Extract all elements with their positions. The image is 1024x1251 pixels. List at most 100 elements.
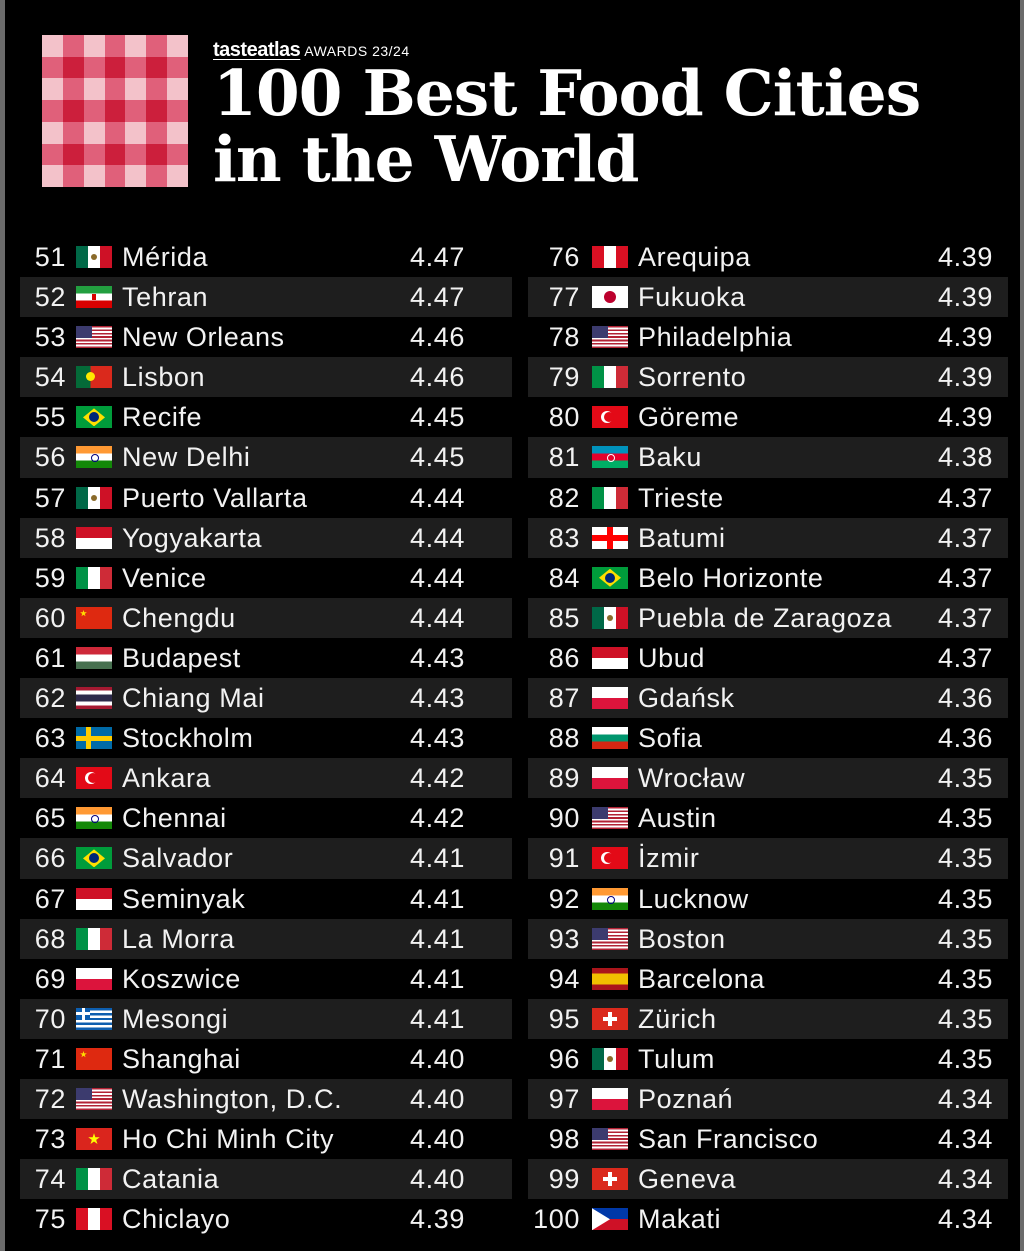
brand-name: tasteatlas [213,39,301,61]
logo-check [125,143,147,166]
rating-score: 4.43 [410,723,465,754]
brand-line: tasteatlas AWARDS 23/24 [213,36,410,65]
flag-part [607,1055,613,1062]
flag-part [592,1087,628,1110]
rating-score: 4.37 [938,522,993,553]
rank-number: 59 [34,562,66,593]
rank-number: 69 [34,963,66,994]
mx-flag-icon [592,606,628,629]
list-item: 82 Trieste 4.37 [528,478,1008,518]
title-line-1: 100 Best Food Cities [213,56,921,130]
flag-part [76,326,92,339]
city-name: Philadelphia [638,322,793,353]
logo-check [62,143,84,166]
rating-score: 4.44 [410,522,465,553]
rank-number: 79 [548,362,580,393]
rank-number: 93 [548,923,580,954]
logo-check [83,165,105,187]
mx-flag-icon [592,1047,628,1070]
rating-score: 4.34 [938,1083,993,1114]
city-name: Catania [122,1164,220,1195]
rank-number: 94 [548,963,580,994]
rank-number: 73 [34,1124,66,1155]
logo-check [83,56,105,79]
logo-check [104,35,126,57]
list-item: 59 Venice 4.44 [20,558,512,598]
jp-flag-icon [592,286,628,309]
city-name: Salvador [122,843,234,874]
list-item: 73 Ho Chi Minh City 4.40 [20,1119,512,1159]
in-flag-icon [76,807,112,830]
ranking-column-left: 51 Mérida 4.47 52 Tehran 4.47 53 New Orleans 4.4… [20,237,512,1239]
city-name: Makati [638,1204,722,1235]
logo-check [42,121,63,144]
flag-part [91,454,99,463]
flag-part [76,735,112,741]
rank-number: 85 [548,602,580,633]
tr-flag-icon [592,406,628,429]
rating-score: 4.42 [410,763,465,794]
logo-check [42,143,63,166]
rank-number: 87 [548,683,580,714]
city-name: Batumi [638,522,726,553]
flag-part [76,1047,112,1070]
rank-number: 74 [34,1164,66,1195]
logo-check [167,100,188,122]
city-name: Shanghai [122,1043,241,1074]
rating-score: 4.36 [938,683,993,714]
it-flag-icon [76,566,112,589]
rating-score: 4.44 [410,602,465,633]
list-item: 81 Baku 4.38 [528,437,1008,478]
flag-part [592,486,628,509]
rating-score: 4.37 [938,602,993,633]
rank-number: 78 [548,322,580,353]
logo-check [146,78,168,101]
flag-part [592,1128,608,1141]
rating-score: 4.39 [938,322,993,353]
rating-score: 4.37 [938,482,993,513]
logo-check [104,56,126,79]
rating-score: 4.35 [938,1003,993,1034]
city-name: San Francisco [638,1124,819,1155]
in-flag-icon [592,887,628,910]
awards-label: AWARDS 23/24 [304,43,410,59]
rank-number: 67 [34,883,66,914]
se-flag-icon [76,727,112,750]
flag-part [592,807,608,820]
id-flag-icon [76,526,112,549]
city-name: Chiang Mai [122,683,265,714]
rating-score: 4.34 [938,1124,993,1155]
us-flag-icon [76,1087,112,1110]
ph-flag-icon [592,1208,628,1231]
cn-flag-icon [76,1047,112,1070]
city-name: Venice [122,562,207,593]
logo-check [146,35,168,57]
logo-check [146,100,168,122]
logo-check [42,165,63,187]
list-item: 89 Wrocław 4.35 [528,758,1008,799]
rank-number: 100 [533,1204,580,1235]
it-flag-icon [592,366,628,389]
mx-flag-icon [76,246,112,268]
flag-part [607,895,615,904]
logo-check [167,121,188,144]
list-item: 62 Chiang Mai 4.43 [20,678,512,719]
page-title: 100 Best Food Cities in the World [213,56,921,192]
flag-part [592,967,628,990]
logo-check [167,35,188,57]
rating-score: 4.46 [410,362,465,393]
rating-score: 4.41 [410,883,465,914]
rank-number: 75 [34,1204,66,1235]
list-item: 52 Tehran 4.47 [20,277,512,318]
rating-score: 4.40 [410,1164,465,1195]
list-item: 56 New Delhi 4.45 [20,437,512,478]
es-flag-icon [592,967,628,990]
rank-number: 88 [548,723,580,754]
list-item: 93 Boston 4.35 [528,918,1008,959]
flag-part [92,294,96,301]
us-flag-icon [592,927,628,950]
logo-check [146,121,168,144]
logo-check [104,143,126,166]
rank-number: 64 [34,763,66,794]
flag-part [592,326,608,339]
